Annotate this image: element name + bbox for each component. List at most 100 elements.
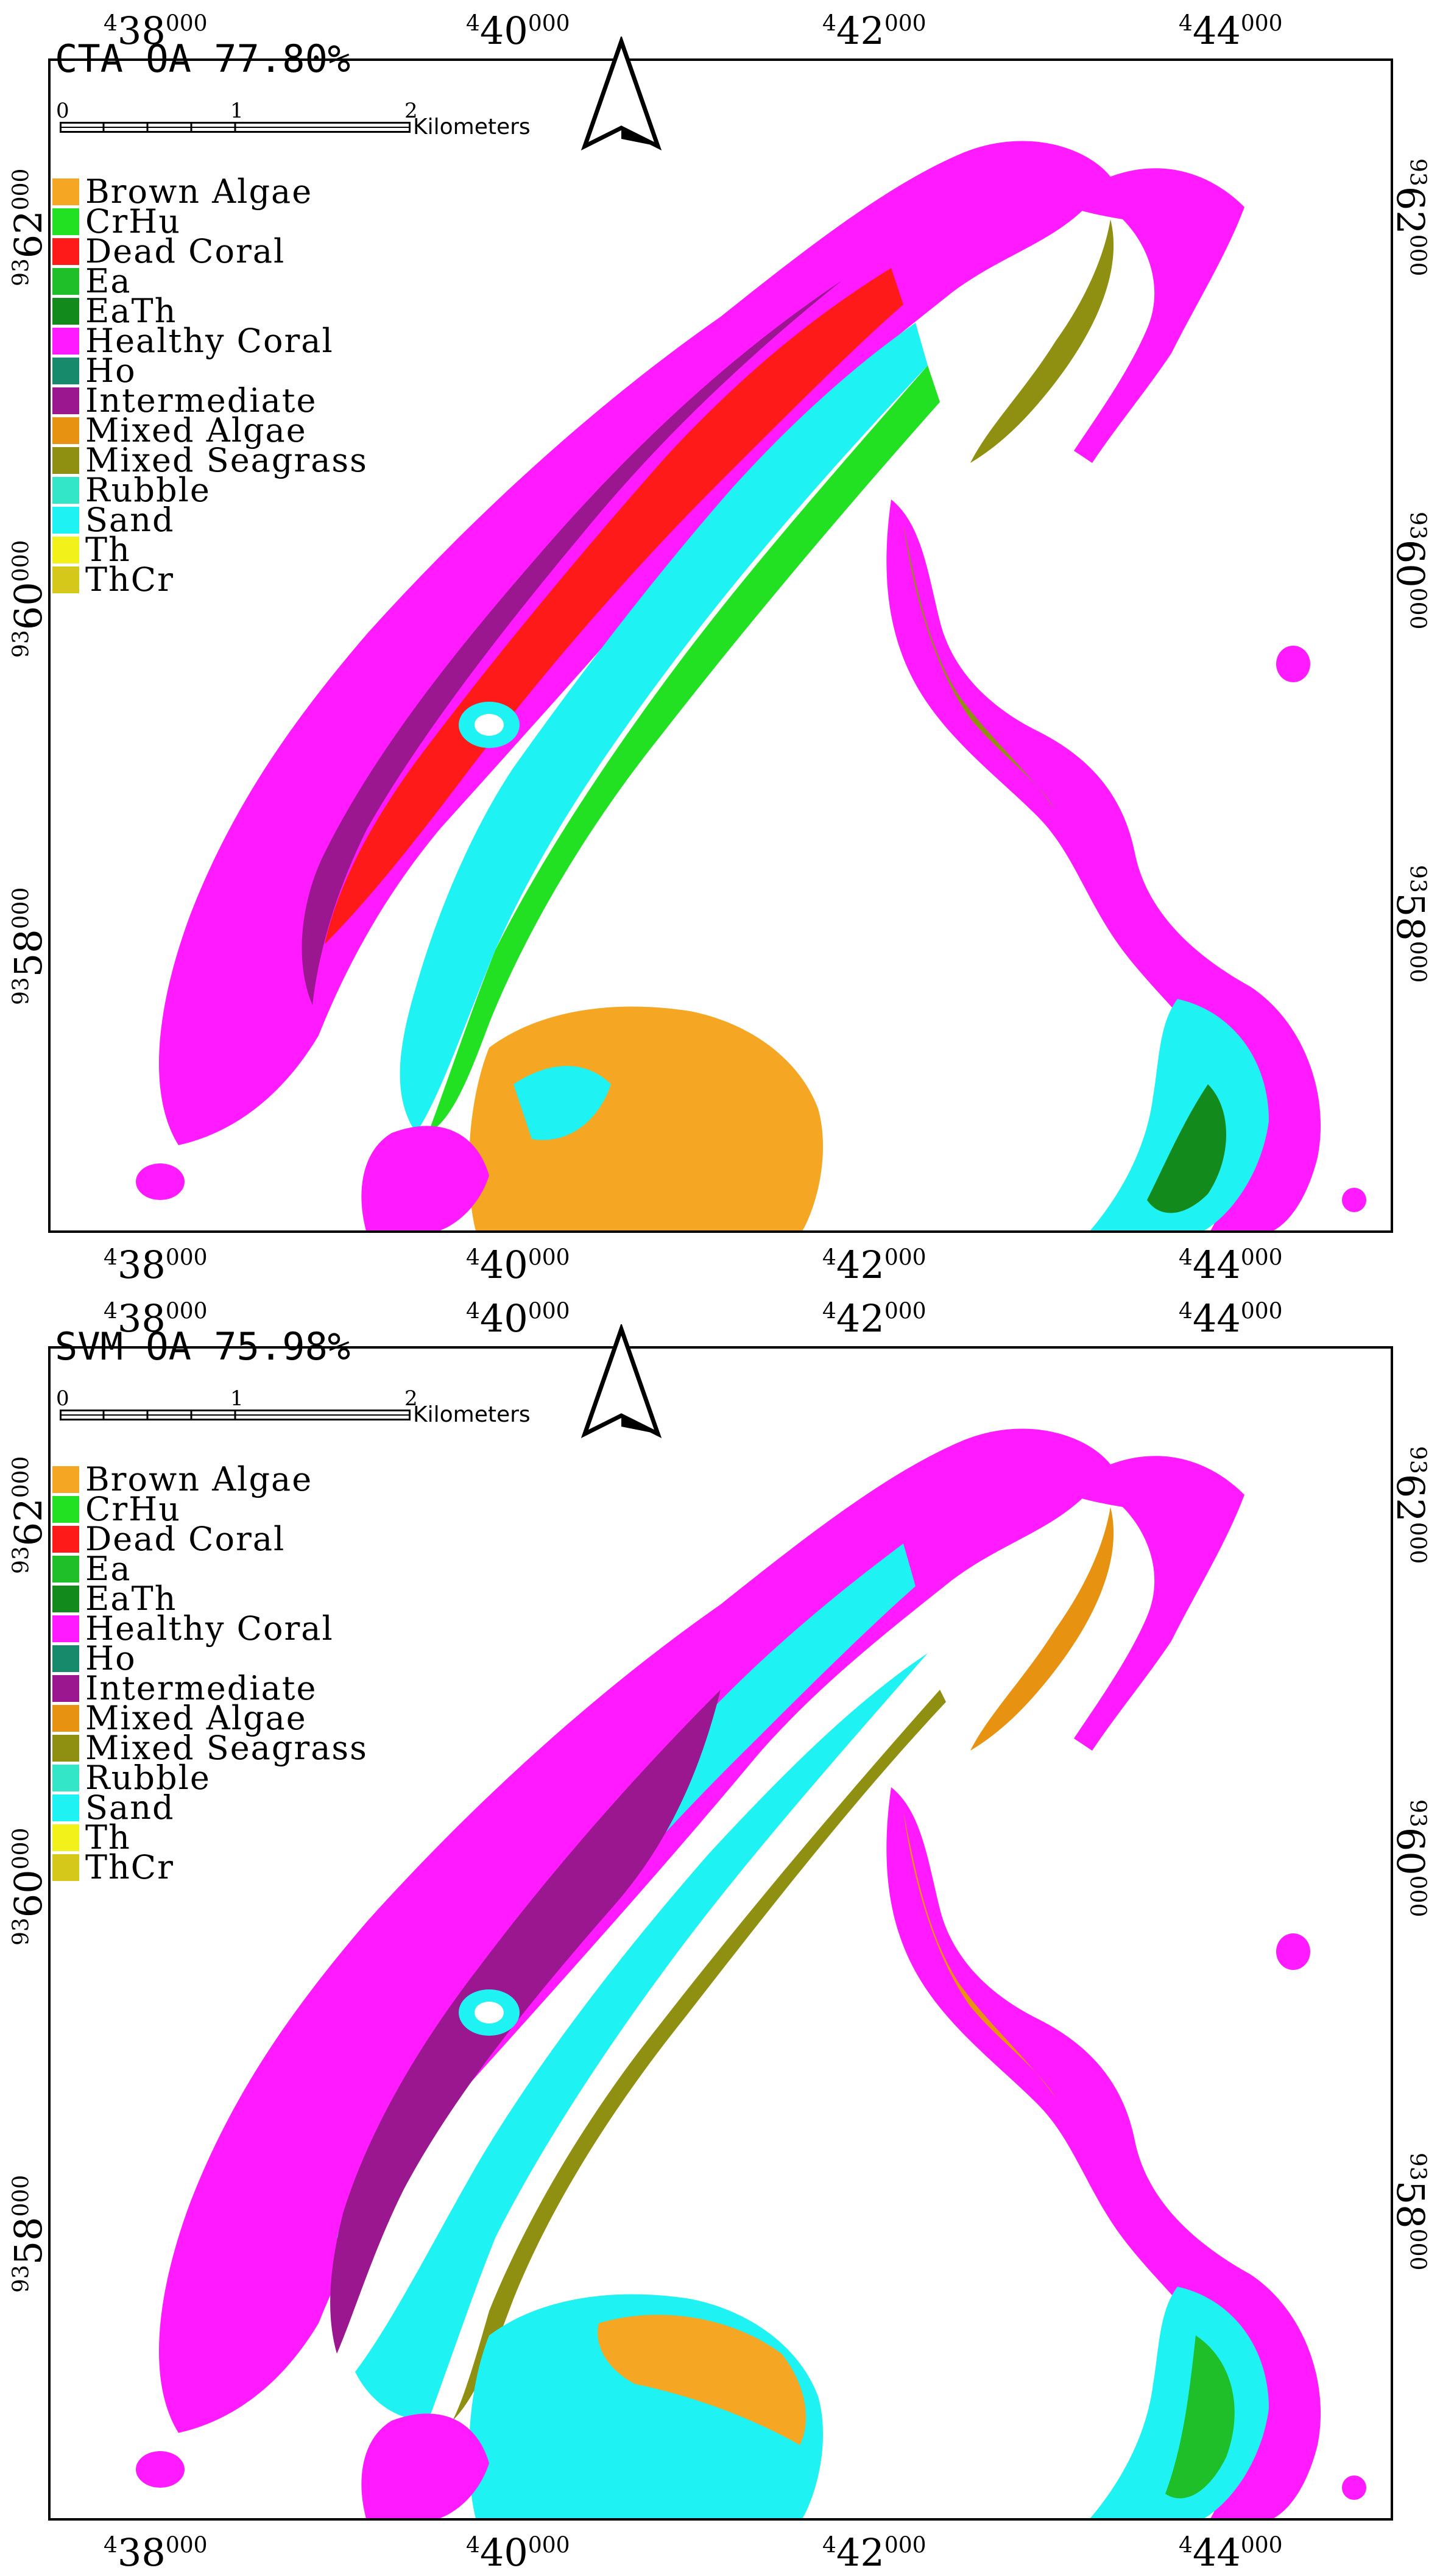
legend-swatch <box>52 1854 79 1881</box>
legend-label: Th <box>85 1818 131 1857</box>
legend-label: Th <box>85 531 131 569</box>
reef-area-brown-algae <box>468 1006 824 1230</box>
scale-unit: Kilometers <box>413 115 531 139</box>
x-tick-label: 442000 <box>822 2530 926 2575</box>
reef-area-healthy-coral <box>361 1126 489 1230</box>
legend-swatch <box>52 1495 79 1523</box>
islet <box>136 1163 185 1200</box>
legend-swatch <box>52 297 79 325</box>
islet <box>1342 1188 1366 1212</box>
x-tick-label: 438000 <box>104 2530 208 2575</box>
y-tick-label: 9360000 <box>1388 1799 1433 1918</box>
legend-swatch <box>52 1615 79 1642</box>
legend-item: Ho <box>52 1642 368 1675</box>
reef-area-sand <box>337 1544 916 2238</box>
legend-label: Mixed Algae <box>85 411 307 450</box>
legend-swatch <box>52 238 79 265</box>
y-tick-label: 9360000 <box>1388 512 1433 630</box>
legend-swatch <box>52 446 79 474</box>
scale-label: 0 <box>56 99 69 123</box>
legend-item: Dead Coral <box>52 1520 368 1558</box>
legend-label: Intermediate <box>85 381 317 420</box>
legend-swatch <box>52 506 79 534</box>
islet <box>1276 646 1310 682</box>
legend-swatch <box>52 1734 79 1762</box>
north-arrow-icon <box>579 1322 664 1442</box>
legend-swatch <box>52 267 79 295</box>
islet <box>136 2451 185 2488</box>
legend-label: Mixed Algae <box>85 1699 307 1737</box>
x-tick-label: 440000 <box>466 2530 570 2575</box>
legend-swatch <box>52 1824 79 1851</box>
legend-item: Intermediate <box>52 1672 368 1705</box>
legend-swatch <box>52 178 79 205</box>
legend-item: Healthy Coral <box>52 1609 368 1648</box>
x-tick-label: 440000 <box>466 1296 570 1341</box>
islet <box>1276 1933 1310 1970</box>
legend-label: Sand <box>85 1788 175 1827</box>
legend-swatch <box>52 476 79 504</box>
legend: Brown Algae CrHu Dead Coral Ea EaTh Heal… <box>52 172 368 596</box>
y-tick-label: 9360000 <box>6 1827 51 1946</box>
y-tick-label: 9362000 <box>6 1456 51 1574</box>
legend-item: Rubble <box>52 1762 368 1794</box>
legend-label: Healthy Coral <box>85 322 334 360</box>
reef-area-brown-algae <box>598 2315 806 2445</box>
legend-label: Healthy Coral <box>85 1609 334 1648</box>
y-tick-label: 9362000 <box>6 168 51 286</box>
legend-label: Brown Algae <box>85 172 313 211</box>
map-frame <box>48 1346 1393 2521</box>
legend-swatch <box>52 1704 79 1732</box>
legend-item: ThCr <box>52 1851 368 1884</box>
map-panel-svm: 438000 440000 442000 444000 438000 44000… <box>0 1288 1440 2575</box>
x-tick-label: 444000 <box>1179 1296 1283 1341</box>
legend-label: Ea <box>85 262 132 300</box>
map-frame <box>48 58 1393 1233</box>
y-tick-label: 9358000 <box>6 887 51 1005</box>
legend-item: Ea <box>52 262 368 300</box>
x-tick-label: 442000 <box>822 9 926 53</box>
legend-label: Sand <box>85 501 175 539</box>
legend-item: Brown Algae <box>52 172 368 211</box>
legend-item: CrHu <box>52 1490 368 1528</box>
legend-item: Sand <box>52 501 368 539</box>
reef-area-healthy-coral <box>158 1434 1086 2433</box>
scale-unit: Kilometers <box>413 1402 531 1427</box>
legend-swatch <box>52 1764 79 1791</box>
y-tick-label: 9362000 <box>1388 1446 1433 1564</box>
x-tick-label: 442000 <box>822 1243 926 1287</box>
legend-swatch <box>52 536 79 563</box>
legend-label: CrHu <box>85 1490 182 1528</box>
scale-label: 1 <box>230 1386 244 1411</box>
scale-label: 2 <box>404 99 418 123</box>
reef-area-crhu <box>428 365 940 1133</box>
legend-label: Ho <box>85 351 136 390</box>
y-tick-label: 9358000 <box>6 2175 51 2293</box>
reef-area-sand <box>1090 999 1269 1230</box>
legend-item: Mixed Seagrass <box>52 441 368 479</box>
legend-item: Mixed Algae <box>52 1699 368 1737</box>
legend-label: Mixed Seagrass <box>85 1729 368 1767</box>
legend-swatch <box>52 327 79 355</box>
legend-label: Rubble <box>85 471 211 509</box>
map-panel-cta: 438000 440000 442000 444000 438000 44000… <box>6 9 1433 1287</box>
reef-area-sand <box>400 323 928 1133</box>
legend-label: Mixed Seagrass <box>85 441 368 479</box>
reef-area-eath <box>1147 1084 1226 1213</box>
legend-label: Dead Coral <box>85 1520 286 1558</box>
legend-label: Brown Algae <box>85 1460 313 1498</box>
legend-item: Ho <box>52 351 368 390</box>
legend-item: Rubble <box>52 471 368 509</box>
scale-label: 1 <box>230 99 244 123</box>
scale-bar-graphic <box>60 122 411 133</box>
legend-label: EaTh <box>85 1579 177 1618</box>
legend-item: Dead Coral <box>52 235 368 268</box>
x-tick-label: 444000 <box>1179 1243 1283 1287</box>
reef-area-healthy-coral <box>361 2413 489 2518</box>
x-tick-label: 440000 <box>466 9 570 53</box>
reef-area-intermediate <box>330 1690 721 2354</box>
legend-item: Healthy Coral <box>52 322 368 360</box>
north-arrow-icon <box>579 35 664 155</box>
islet <box>475 714 504 736</box>
legend-item: Ea <box>52 1553 368 1586</box>
